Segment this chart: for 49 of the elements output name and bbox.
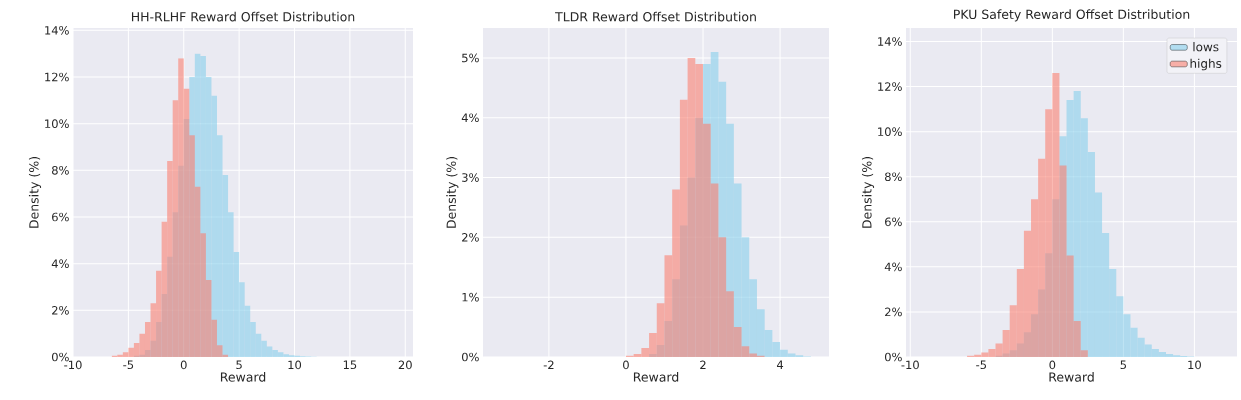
x-tick-label: 0 [1049, 360, 1056, 370]
x-tick-label: 5 [236, 360, 242, 370]
y-tick-label: 12% [878, 82, 902, 91]
y-axis-title: Density (%) [28, 157, 42, 228]
y-tick-label: 4% [461, 113, 479, 123]
y-tick-label: 1% [462, 292, 479, 302]
x-tick-label: 15 [343, 360, 357, 370]
x-tick-label: 10 [1188, 360, 1201, 370]
x-tick-label: 2 [700, 360, 706, 370]
legend-label: highs [1190, 58, 1222, 71]
y-tick-label: 10% [45, 119, 69, 129]
chart-title: PKU Safety Reward Offset Distribution [954, 9, 1190, 22]
x-tick-label: 0 [623, 360, 629, 370]
chart-title: TLDR Reward Offset Distribution [555, 11, 756, 22]
y-axis-title: Density (%) [446, 157, 459, 228]
y-tick-label: 0% [461, 352, 479, 362]
y-tick-label: 6% [52, 212, 69, 222]
y-tick-label: 8% [885, 172, 902, 182]
x-tick-label: 10 [288, 360, 302, 370]
x-tick-label: -5 [123, 360, 134, 370]
y-tick-label: 12% [45, 72, 69, 82]
y-tick-label: 0% [884, 352, 902, 362]
y-axis-title: Density (%) [861, 157, 875, 228]
x-axis-title: Reward [1049, 372, 1094, 382]
y-tick-label: 5% [462, 53, 479, 63]
x-tick-label: 20 [398, 360, 412, 370]
y-tick-label: 3% [462, 173, 479, 182]
y-tick-label: 2% [885, 307, 902, 317]
x-tick-label: -10 [901, 360, 919, 370]
y-tick-label: 2% [462, 233, 479, 242]
y-tick-label: 4% [884, 262, 902, 272]
legend-label: lows [1193, 42, 1219, 52]
chart-title: HH-RLHF Reward Offset Distribution [131, 11, 355, 22]
x-axis-title: Reward [220, 372, 266, 382]
y-tick-label: 4% [51, 259, 69, 269]
y-tick-label: 8% [52, 165, 69, 175]
x-tick-label: 5 [1120, 360, 1127, 370]
x-tick-label: -10 [64, 360, 82, 370]
y-tick-label: 14% [878, 37, 902, 46]
x-tick-label: -5 [976, 360, 987, 370]
x-tick-label: 4 [776, 360, 784, 369]
x-axis-title: Reward [633, 372, 679, 382]
x-tick-label: -2 [543, 360, 554, 370]
y-tick-label: 0% [51, 352, 69, 362]
y-tick-label: 6% [885, 217, 902, 227]
x-tick-label: 0 [180, 360, 187, 370]
y-tick-label: 2% [52, 305, 69, 315]
y-tick-label: 14% [45, 25, 69, 35]
y-tick-label: 10% [878, 127, 902, 136]
